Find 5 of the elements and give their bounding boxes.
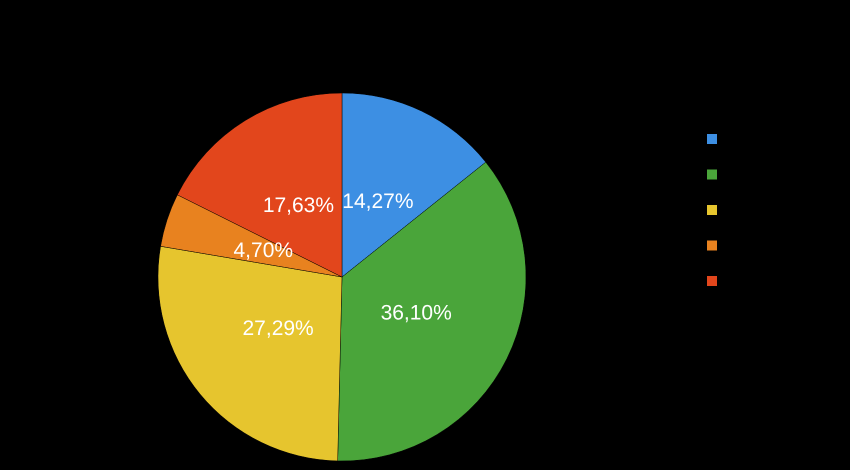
data-label: 27,29% [242, 317, 314, 340]
data-label: 4,70% [234, 238, 294, 262]
data-label: 36,10% [380, 301, 452, 324]
data-label: 17,63% [262, 194, 334, 218]
data-label: 14,27% [342, 190, 414, 213]
